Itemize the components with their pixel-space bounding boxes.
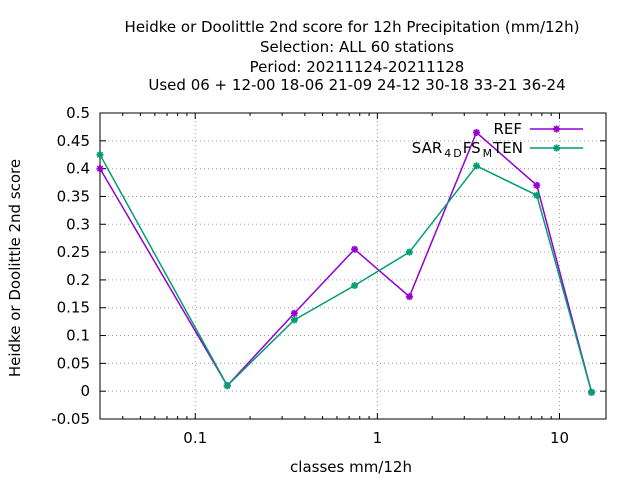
chart-title: Heidke or Doolittle 2nd score for 12h Pr…: [125, 18, 580, 94]
y-tick-label: 0.25: [57, 243, 90, 261]
data-point: [223, 382, 231, 390]
x-tick-label: 10: [550, 429, 569, 447]
data-point: [290, 316, 298, 324]
y-tick-label: 0.15: [57, 299, 90, 317]
grid: [100, 113, 606, 419]
data-point: [351, 281, 359, 289]
data-point: [351, 245, 359, 253]
legend-label: REF: [493, 120, 522, 138]
y-tick-label: 0: [80, 382, 90, 400]
y-tick-label: 0.3: [66, 215, 90, 233]
title-line-1: Heidke or Doolittle 2nd score for 12h Pr…: [125, 18, 580, 36]
y-tick-label: 0.2: [66, 271, 90, 289]
data-point: [533, 181, 541, 189]
series-line: [99, 131, 593, 393]
data-point: [472, 128, 480, 136]
data-point: [588, 388, 596, 396]
data-point: [472, 162, 480, 170]
y-tick-label: 0.45: [57, 132, 90, 150]
data-point: [405, 293, 413, 301]
x-tick-label: 1: [373, 429, 383, 447]
y-tick-label: 0.1: [66, 327, 90, 345]
data-point: [290, 309, 298, 317]
y-tick-label: 0.5: [66, 104, 90, 122]
y-tick-label: 0.4: [66, 160, 90, 178]
y-tick-label: -0.05: [51, 410, 90, 428]
plot-frame: [99, 112, 607, 420]
legend-label: SAR 4 DFS MTEN: [412, 139, 523, 160]
series-sar-4dfs-m-ten: [96, 151, 596, 396]
title-line-3: Period: 20211124-20211128: [250, 58, 465, 76]
legend-marker: [553, 144, 560, 152]
data-point: [96, 151, 104, 159]
series: [96, 128, 596, 396]
data-point: [405, 248, 413, 256]
y-axis-label: Heidke or Doolittle 2nd score: [6, 159, 24, 377]
title-line-4: Used 06 + 12-00 18-06 21-09 24-12 30-18 …: [148, 76, 565, 94]
title-line-2: Selection: ALL 60 stations: [260, 38, 454, 56]
legend-entry-ref: REF: [493, 120, 583, 138]
y-tick-label: 0.35: [57, 187, 90, 205]
axes: -0.05 0 0.05 0.1 0.15 0.2 0.25 0.3 0.35 0.4 0.45 0.…: [51, 104, 607, 447]
series-line: [99, 154, 593, 393]
x-tick-label: 0.1: [183, 429, 207, 447]
data-point: [96, 165, 104, 173]
data-point: [533, 191, 541, 199]
x-axis-label: classes mm/12h: [290, 458, 412, 476]
y-tick-label: 0.05: [57, 354, 90, 372]
legend-marker: [553, 125, 560, 133]
legend-entry-sar-4dfs-m-ten: SAR 4 DFS MTEN: [412, 139, 583, 160]
